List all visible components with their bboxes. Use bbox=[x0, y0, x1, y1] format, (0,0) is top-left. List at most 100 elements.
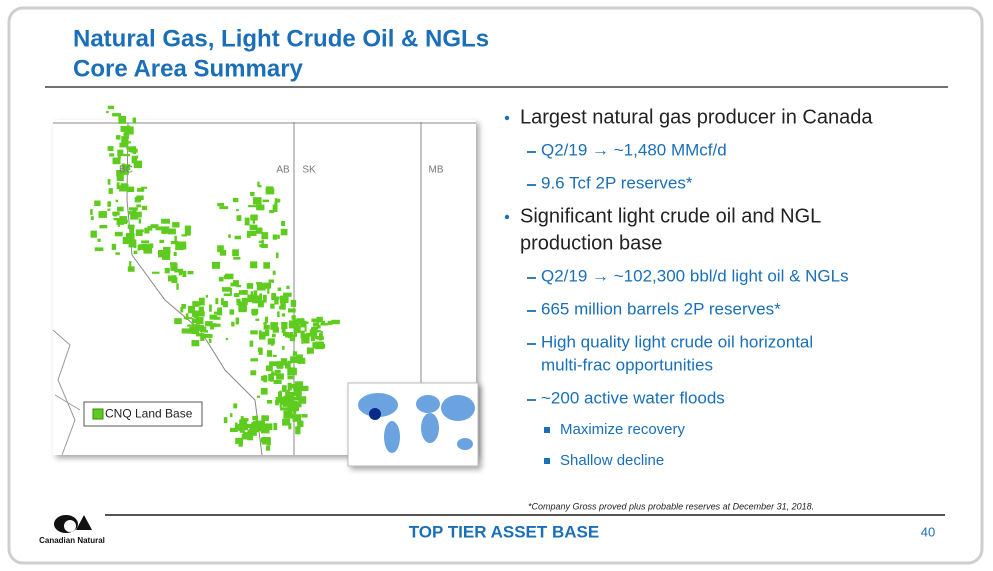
land-patch bbox=[286, 401, 293, 407]
land-patch bbox=[94, 200, 101, 206]
land-patch bbox=[267, 400, 273, 404]
land-patch bbox=[191, 318, 195, 324]
land-patch bbox=[263, 282, 271, 289]
land-patch bbox=[281, 313, 286, 317]
land-patch bbox=[257, 301, 264, 308]
land-patch bbox=[230, 282, 238, 287]
land-patch bbox=[310, 334, 314, 340]
land-patch bbox=[290, 356, 298, 363]
land-patch bbox=[291, 315, 296, 320]
land-patch bbox=[309, 329, 318, 337]
land-patch bbox=[279, 295, 289, 303]
land-patch bbox=[252, 415, 258, 421]
land-patch bbox=[258, 420, 265, 428]
land-patch bbox=[264, 286, 271, 289]
land-patch bbox=[159, 239, 165, 243]
land-patch bbox=[123, 164, 131, 171]
land-patch bbox=[222, 301, 228, 308]
land-patch bbox=[196, 333, 202, 337]
land-patch bbox=[176, 283, 179, 290]
land-patch bbox=[114, 231, 123, 237]
bullet-text: 9.6 Tcf 2P reserves* bbox=[541, 173, 693, 192]
land-patch bbox=[161, 252, 171, 260]
land-patch bbox=[228, 234, 231, 238]
land-patch bbox=[275, 397, 282, 403]
land-patch bbox=[117, 224, 120, 227]
land-patch bbox=[137, 229, 144, 233]
bullet-text: ~200 active water floods bbox=[541, 388, 725, 407]
land-patch bbox=[280, 358, 288, 366]
bullet-text: multi-frac opportunities bbox=[541, 355, 713, 374]
land-patch bbox=[181, 328, 190, 334]
legend-box bbox=[83, 401, 203, 427]
land-patch bbox=[124, 139, 129, 145]
land-patch bbox=[298, 396, 307, 404]
land-patch bbox=[238, 308, 247, 313]
land-patch bbox=[306, 347, 314, 354]
land-patch bbox=[250, 358, 259, 362]
land-patch bbox=[229, 309, 235, 315]
land-patch bbox=[265, 329, 270, 337]
land-patch bbox=[133, 160, 143, 169]
land-patch bbox=[134, 197, 141, 203]
land-patch bbox=[251, 427, 257, 436]
land-patch bbox=[209, 304, 212, 312]
land-patch bbox=[130, 214, 139, 220]
land-patch bbox=[90, 230, 97, 238]
land-patch bbox=[135, 211, 142, 218]
footer-tagline: TOP TIER ASSET BASE bbox=[409, 522, 600, 541]
land-patch bbox=[205, 321, 213, 327]
land-patch bbox=[247, 433, 254, 441]
land-patch bbox=[263, 375, 268, 383]
land-patch bbox=[263, 324, 270, 330]
land-patch bbox=[297, 420, 304, 428]
land-patch bbox=[256, 282, 263, 285]
land-patch bbox=[172, 222, 180, 228]
land-patch bbox=[274, 299, 279, 305]
land-patch bbox=[276, 373, 284, 380]
land-patch bbox=[127, 186, 135, 192]
land-patch bbox=[213, 316, 221, 320]
land-patch bbox=[263, 423, 273, 430]
land-patch bbox=[90, 216, 94, 221]
land-patch bbox=[144, 227, 150, 234]
title-line: Natural Gas, Light Crude Oil & NGLs bbox=[73, 25, 489, 52]
land-patch bbox=[117, 152, 121, 160]
land-patch bbox=[250, 370, 257, 376]
land-patch bbox=[286, 411, 293, 416]
land-patch bbox=[217, 245, 224, 253]
land-patch bbox=[133, 244, 137, 249]
land-patch bbox=[286, 389, 290, 393]
land-patch bbox=[269, 210, 274, 214]
land-patch bbox=[241, 297, 251, 302]
land-patch bbox=[174, 318, 182, 325]
land-patch bbox=[149, 243, 154, 248]
land-patch bbox=[107, 146, 114, 151]
land-patch bbox=[213, 311, 221, 315]
land-patch bbox=[113, 218, 123, 221]
land-patch bbox=[109, 153, 115, 157]
land-patch bbox=[249, 340, 254, 347]
land-patch bbox=[170, 263, 178, 271]
land-patch bbox=[187, 324, 193, 327]
land-patch bbox=[116, 170, 123, 177]
land-patch bbox=[286, 285, 290, 290]
land-patch bbox=[277, 311, 280, 318]
region-label: MB bbox=[429, 165, 444, 176]
land-patch bbox=[141, 205, 148, 211]
land-patch bbox=[243, 418, 249, 422]
land-patch bbox=[133, 250, 138, 255]
land-patch bbox=[225, 338, 228, 341]
land-patch bbox=[233, 403, 238, 409]
land-patch bbox=[248, 205, 257, 208]
land-patch bbox=[316, 316, 323, 323]
land-patch bbox=[152, 271, 160, 274]
land-patch bbox=[116, 182, 120, 190]
land-patch bbox=[234, 235, 242, 240]
land-patch bbox=[281, 221, 285, 226]
land-patch bbox=[248, 298, 255, 302]
bullet-text: Q2/19 → ~102,300 bbl/d light oil & NGLs bbox=[541, 266, 849, 285]
land-patch bbox=[127, 266, 135, 272]
land-patch bbox=[223, 293, 231, 297]
land-patch bbox=[123, 136, 126, 139]
